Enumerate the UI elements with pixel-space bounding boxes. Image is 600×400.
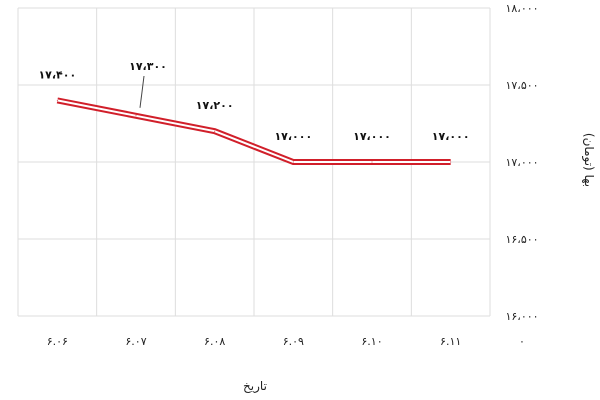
series-line-group	[56, 97, 452, 165]
data-label-0: ۱۷،۴۰۰	[38, 68, 76, 81]
data-label-group: ۱۷،۴۰۰ ۱۷،۳۰۰ ۱۷،۲۰۰ ۱۷،۰۰۰ ۱۷،۰۰۰ ۱۷،۰۰۰	[38, 60, 469, 143]
x-tick-label-0: ۶.۰۶	[47, 335, 68, 348]
grid	[17, 7, 491, 317]
x-tick-label-3: ۶.۰۹	[283, 335, 304, 348]
y-tick-label-2: ۱۷،۰۰۰	[505, 156, 538, 169]
corner-label: ۰	[519, 335, 525, 348]
data-label-3: ۱۷،۰۰۰	[274, 130, 312, 143]
data-point-2	[214, 130, 216, 132]
x-axis-title: تاریخ	[243, 379, 267, 394]
data-point-1	[135, 115, 137, 117]
y-tick-label-0: ۱۶،۰۰۰	[505, 310, 538, 323]
y-tick-label-3: ۱۷،۵۰۰	[505, 79, 538, 92]
y-tick-label-1: ۱۶،۵۰۰	[505, 233, 538, 246]
x-tick-label-1: ۶.۰۷	[125, 335, 146, 348]
series-line-inner	[57, 99, 451, 163]
data-label-5: ۱۷،۰۰۰	[432, 130, 470, 143]
data-label-1: ۱۷،۳۰۰	[129, 60, 167, 73]
data-label-leader-1	[139, 75, 145, 108]
data-point-4	[371, 161, 373, 163]
x-axis-ticks: ۶.۰۶ ۶.۰۷ ۶.۰۸ ۶.۰۹ ۶.۱۰ ۶.۱۱	[47, 335, 462, 348]
x-tick-label-4: ۶.۱۰	[361, 335, 382, 348]
data-point-5	[450, 161, 452, 163]
data-label-4: ۱۷،۰۰۰	[353, 130, 391, 143]
data-point-0	[56, 99, 58, 101]
y-axis-title: بها (تومان)	[581, 133, 596, 187]
x-tick-label-2: ۶.۰۸	[204, 335, 225, 348]
y-axis-ticks: ۱۶،۰۰۰ ۱۶،۵۰۰ ۱۷،۰۰۰ ۱۷،۵۰۰ ۱۸،۰۰۰	[505, 2, 538, 323]
y-tick-label-4: ۱۸،۰۰۰	[505, 2, 538, 15]
data-point-3	[292, 161, 294, 163]
data-label-2: ۱۷،۲۰۰	[196, 99, 234, 112]
x-tick-label-5: ۶.۱۱	[440, 335, 461, 348]
